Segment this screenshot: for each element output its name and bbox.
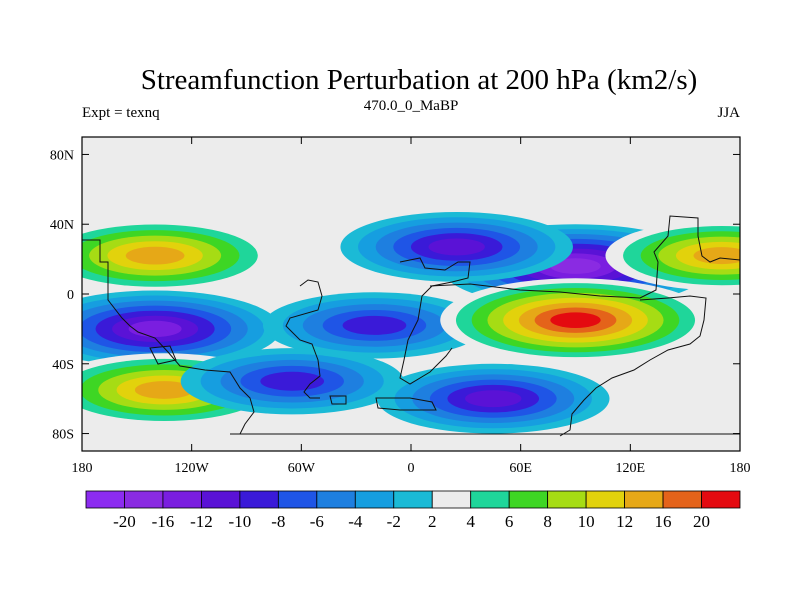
x-tick-label: 60E: [509, 461, 532, 476]
colorbar-label: -20: [113, 512, 136, 531]
colorbar-label: -6: [310, 512, 324, 531]
y-tick-label: 80N: [50, 148, 74, 163]
contour-level-pos20: [550, 312, 601, 328]
coast-americas: [82, 239, 255, 435]
colorbar-swatch: [316, 490, 356, 509]
coastlines: [82, 215, 740, 437]
contour-feature: [440, 278, 711, 363]
colorbar-swatch: [124, 490, 164, 509]
contour-feature: [82, 218, 277, 293]
contour-level-neg16: [128, 320, 182, 337]
chart-subtitle-right: JJA: [717, 105, 740, 121]
y-axis: 80N 40N 0 40S 80S: [50, 148, 740, 443]
colorbar-label: 4: [466, 512, 475, 531]
x-tick-label: 180: [72, 461, 93, 476]
coast-africa: [399, 257, 471, 385]
x-axis: 180 120W 60W 0 60E 120E 180: [72, 137, 751, 476]
contour-fields: [82, 212, 740, 434]
x-tick-label: 120E: [616, 461, 646, 476]
contour-level-pos12: [693, 247, 740, 265]
colorbar-swatch: [239, 490, 279, 509]
colorbar-swatch: [662, 490, 702, 509]
colorbar-label: -16: [152, 512, 175, 531]
x-tick-label: 180: [730, 461, 751, 476]
y-tick-label: 80S: [52, 428, 74, 443]
coast-south-america: [285, 279, 323, 399]
coast-islands: [149, 345, 437, 411]
y-tick-label: 40N: [50, 218, 74, 233]
contour-feature: [340, 212, 573, 282]
x-tick-label: 0: [408, 461, 415, 476]
contour-level-pos12: [134, 381, 194, 399]
colorbar-swatch: [624, 490, 664, 509]
y-tick-label: 0: [67, 288, 74, 303]
coast-eurasia: [429, 215, 740, 299]
colorbar-swatch: [508, 490, 549, 509]
contour-feature: [262, 292, 486, 359]
plot-area: [81, 136, 741, 452]
coast-australia: [559, 295, 707, 437]
colorbar-swatch: [547, 490, 587, 509]
colorbar-swatch: [393, 490, 433, 509]
contour-level-neg10: [260, 371, 325, 391]
colorbar-swatch: [201, 490, 241, 509]
colorbar-label: 8: [543, 512, 552, 531]
colorbar-swatch: [162, 490, 202, 509]
chart-title: Streamfunction Perturbation at 200 hPa (…: [141, 64, 698, 96]
contour-level-neg10: [342, 315, 407, 335]
colorbar-swatch: [85, 490, 125, 509]
contour-feature: [180, 348, 404, 415]
colorbar-swatch: [431, 490, 472, 509]
y-tick-label: 40S: [52, 358, 74, 373]
colorbar-label: -12: [190, 512, 213, 531]
colorbar-label: 10: [578, 512, 595, 531]
colorbar: -20 -16 -12 -10 -8 -6 -4 -2 2 4 6 8 10 12 16 20: [85, 490, 741, 531]
colorbar-swatch: [354, 490, 395, 509]
colorbar-label: -10: [229, 512, 252, 531]
contour-level-neg12: [465, 390, 522, 408]
colorbar-swatch: [470, 490, 510, 509]
chart-subtitle-center: 470.0_0_MaBP: [364, 98, 459, 114]
colorbar-swatch: [701, 490, 741, 509]
contour-level-pos12: [125, 246, 185, 265]
colorbar-label: -2: [387, 512, 401, 531]
x-tick-label: 120W: [175, 461, 210, 476]
colorbar-label: 2: [428, 512, 437, 531]
colorbar-swatch: [277, 490, 318, 509]
contour-level-neg20: [550, 258, 601, 274]
colorbar-swatch: [585, 490, 625, 509]
colorbar-label: 20: [693, 512, 710, 531]
x-tick-label: 60W: [288, 461, 316, 476]
contour-feature: [377, 363, 610, 434]
colorbar-label: 12: [616, 512, 633, 531]
colorbar-label: -4: [348, 512, 363, 531]
contour-level-neg12: [428, 238, 485, 256]
contour-feature: [82, 290, 281, 368]
colorbar-label: 16: [655, 512, 672, 531]
colorbar-label: 6: [505, 512, 514, 531]
colorbar-label: -8: [271, 512, 285, 531]
chart-subtitle-left: Expt = texnq: [82, 105, 160, 121]
contour-feature: [605, 220, 740, 291]
